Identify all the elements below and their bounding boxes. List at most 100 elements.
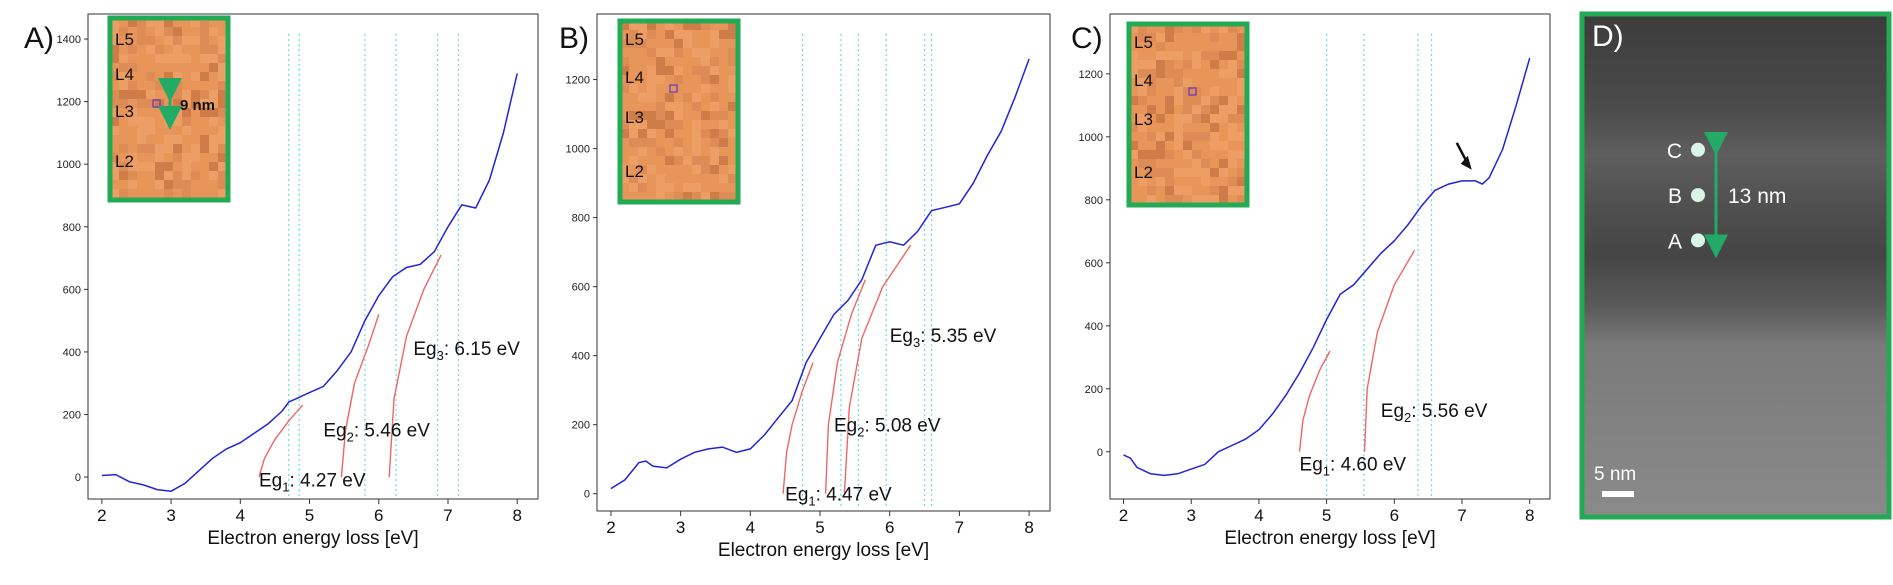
inset-pixel [1138,87,1147,96]
layer-label: L5 [115,30,134,49]
inset-pixel [1129,69,1138,78]
layer-label: L2 [1134,163,1153,182]
x-tick-label: 8 [1024,518,1033,537]
inset-pixel [1156,168,1165,177]
inset-pixel [692,165,701,174]
inset-pixel [719,111,728,120]
inset-pixel [200,27,209,36]
inset-pixel [1237,105,1246,114]
spectrum-line [1123,57,1531,477]
bandgap-fit-curve [1363,249,1416,452]
bandgap-annotation: Eg1: 4.47 eV [785,485,892,509]
inset-pixel [1192,114,1201,123]
inset-pixel [182,36,191,45]
probe-point-label: A [1668,230,1682,253]
layer-label: L3 [625,108,644,127]
inset-pixel [1165,168,1174,177]
probe-point-label: C [1667,140,1682,163]
inset-pixel [1156,141,1165,150]
inset-pixel [1174,87,1183,96]
inset-pixel [710,111,719,120]
inset-pixel [1174,123,1183,132]
inset-pixel [710,57,719,66]
inset-pixel [1228,69,1237,78]
inset-pixel [701,66,710,75]
inset-pixel [647,129,656,138]
inset-pixel [701,156,710,165]
layer-label: L4 [115,65,134,84]
panel-a: A) 2 3 4 5 6 7 8 0 200 400 600 800 1000 1200 1400 Electr… [24,13,539,549]
inset-pixel [1156,33,1165,42]
inset-pixel [719,156,728,165]
inset-pixel [137,162,146,171]
inset-pixel [1201,195,1210,204]
inset-pixel [1210,87,1219,96]
inset-pixel [164,27,173,36]
inset-pixel [674,30,683,39]
inset-pixel [656,147,665,156]
inset-pixel [683,192,692,201]
inset-pixel [647,30,656,39]
inset-pixel [1183,114,1192,123]
inset-pixel [1228,186,1237,195]
inset-pixel [647,111,656,120]
x-tick-label: 6 [1390,506,1399,525]
inset-pixel [218,189,227,198]
inset-pixel [1165,69,1174,78]
inset-pixel [1174,168,1183,177]
inset-pixel [1138,150,1147,159]
inset-pixel [1138,24,1147,33]
inset-pixel [1210,114,1219,123]
y-tick-label: 1200 [1079,69,1103,81]
inset-pixel [119,81,128,90]
inset-pixel [656,120,665,129]
inset-pixel [1147,132,1156,141]
bandgap-annotation: Eg1: 4.60 eV [1300,455,1407,479]
inset-pixel [629,138,638,147]
inset-pixel [638,30,647,39]
inset-pixel [218,36,227,45]
inset-pixel [209,144,218,153]
inset-pixel [1156,150,1165,159]
inset-pixel [692,192,701,201]
inset-pixel [629,174,638,183]
inset-pixel [1237,33,1246,42]
inset-pixel [1219,159,1228,168]
inset-pixel [200,99,209,108]
inset-pixel [665,183,674,192]
inset-pixel [683,21,692,30]
inset-pixel [1237,186,1246,195]
inset-pixel [1138,96,1147,105]
inset-pixel [1165,177,1174,186]
x-tick-label: 7 [443,506,452,525]
inset-pixel [1129,24,1138,33]
inset-pixel [1156,114,1165,123]
inset-pixel [710,138,719,147]
inset-pixel [1165,150,1174,159]
inset-pixel [638,183,647,192]
inset-frame [107,15,231,203]
inset-pixel [665,48,674,57]
inset-pixel [665,93,674,102]
inset-pixel [218,54,227,63]
inset-pixel [701,111,710,120]
inset-pixel [110,45,119,54]
inset-pixel [665,30,674,39]
inset-pixel [1183,96,1192,105]
inset-scale-label: 9 nm [180,97,215,114]
inset-pixel [137,36,146,45]
inset-pixel [701,57,710,66]
inset-pixel [1183,186,1192,195]
inset-pixel [692,138,701,147]
bandgap-annotation: Eg2: 5.56 eV [1381,401,1488,425]
bandgap-annotation: Eg1: 4.27 eV [259,470,366,494]
inset-pixel [110,90,119,99]
inset-pixel [146,90,155,99]
inset-pixel [710,156,719,165]
inset-pixel [647,21,656,30]
y-tick-label: 1000 [1079,132,1103,144]
x-tick-label: 8 [512,506,521,525]
inset-pixel [719,174,728,183]
scale-bar [1602,491,1634,497]
inset-pixel [728,75,737,84]
